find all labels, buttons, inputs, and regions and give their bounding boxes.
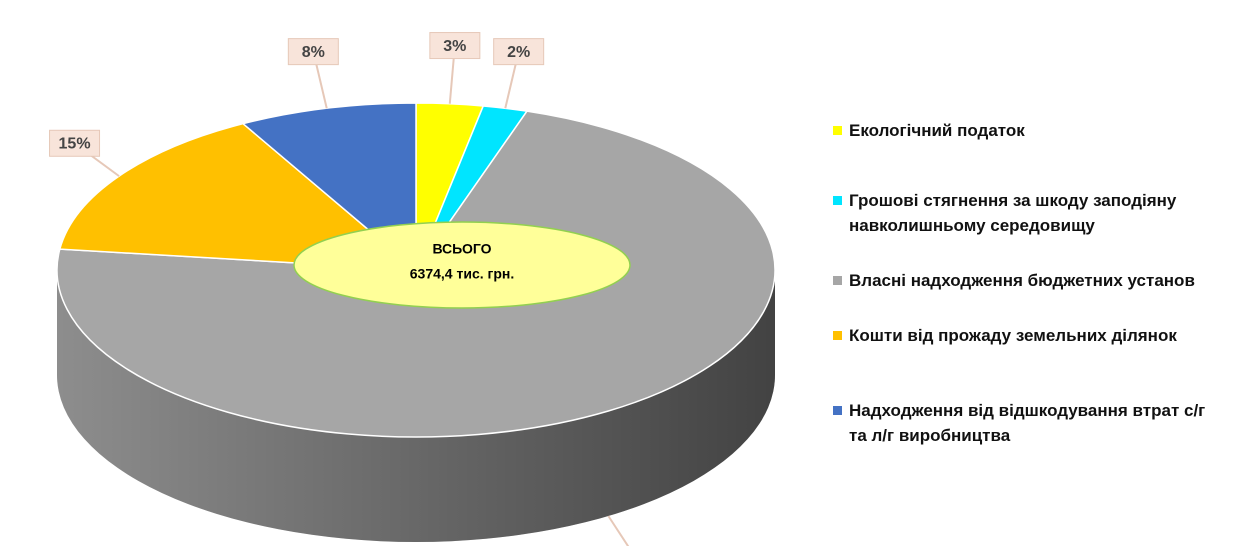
data-label: 2% bbox=[507, 44, 530, 61]
legend-swatch bbox=[833, 406, 842, 415]
legend-label: Власні надходження бюджетних установ bbox=[849, 271, 1195, 290]
leader-line bbox=[607, 515, 630, 546]
legend-label: Екологічний податок bbox=[849, 121, 1025, 140]
data-label: 15% bbox=[59, 135, 91, 152]
legend: Екологічний податок Грошові стягнення за … bbox=[833, 118, 1218, 448]
center-ellipse bbox=[293, 221, 631, 309]
center-text: ВСЬОГО bbox=[432, 241, 491, 257]
legend-label: Грошові стягнення за шкоду заподіяну нав… bbox=[849, 191, 1177, 235]
legend-item: Екологічний податок bbox=[833, 118, 1218, 143]
pie-sides bbox=[57, 270, 775, 542]
legend-item: Надходження від відшкодування втрат с/г … bbox=[833, 398, 1218, 448]
legend-label: Надходження від відшкодування втрат с/г … bbox=[849, 401, 1206, 445]
legend-item: Власні надходження бюджетних установ bbox=[833, 268, 1218, 293]
label-box bbox=[429, 32, 481, 60]
center-label: ВСЬОГО 6374,4 тис. грн. bbox=[293, 221, 631, 309]
legend-swatch bbox=[833, 196, 842, 205]
label-box bbox=[49, 129, 101, 157]
data-label: 3% bbox=[443, 38, 466, 55]
legend-swatch bbox=[833, 331, 842, 340]
legend-swatch bbox=[833, 276, 842, 285]
data-labels: 3%2%72%15%8% bbox=[49, 32, 630, 546]
data-label: 8% bbox=[302, 44, 325, 61]
legend-item: Грошові стягнення за шкоду заподіяну нав… bbox=[833, 188, 1218, 238]
label-box bbox=[287, 38, 339, 66]
label-box bbox=[493, 38, 545, 66]
legend-label: Кошти від прожаду земельних ділянок bbox=[849, 326, 1177, 345]
side-shade bbox=[57, 270, 775, 542]
slice bbox=[58, 122, 419, 271]
legend-swatch bbox=[833, 126, 842, 135]
legend-item: Кошти від прожаду земельних ділянок bbox=[833, 323, 1218, 348]
center-text: 6374,4 тис. грн. bbox=[410, 266, 514, 282]
